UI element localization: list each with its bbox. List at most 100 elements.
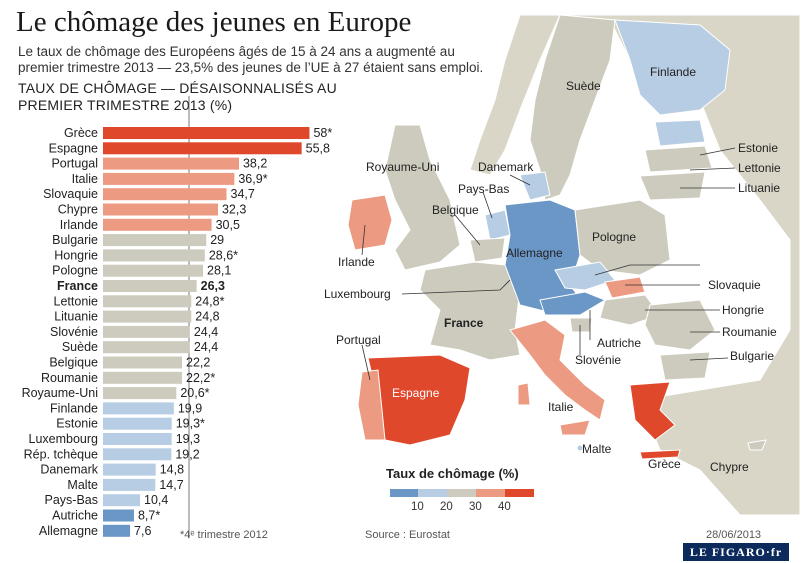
- bar-value-label: 22,2*: [186, 371, 215, 385]
- map-slovaquie: [604, 276, 646, 299]
- map-belgique: [469, 237, 506, 263]
- bar-category-label: Espagne: [49, 141, 98, 155]
- page-subtitle: Le taux de chômage des Européens âgés de…: [18, 44, 484, 75]
- bar-value-label: 19,2: [175, 447, 199, 461]
- label-pologne: Pologne: [592, 230, 636, 244]
- label-pays-bas: Pays-Bas: [458, 182, 509, 196]
- label-slovaquie: Slovaquie: [708, 278, 761, 292]
- bar-value-label: 24,8: [195, 310, 219, 324]
- map-bulgarie: [659, 351, 711, 381]
- map-lituanie: [639, 171, 706, 201]
- label-hongrie: Hongrie: [722, 303, 764, 317]
- footnote: *4ᵉ trimestre 2012: [180, 529, 268, 541]
- bar-category-label: Lituanie: [54, 310, 98, 324]
- legend-tick-20: 20: [440, 501, 453, 513]
- legend-swatch-lt10: [390, 489, 418, 497]
- bar: [103, 218, 212, 231]
- bar-value-label: 19,3: [176, 432, 200, 446]
- bar: [103, 325, 190, 338]
- publication-date: 28/06/2013: [706, 529, 762, 541]
- bar-value-label: 24,4: [194, 340, 218, 354]
- bar-category-label: Chypre: [58, 203, 98, 217]
- map-roumanie: [644, 299, 716, 351]
- bar-category-label: France: [57, 279, 98, 293]
- bar-category-label: Belgique: [49, 356, 98, 370]
- legend-tick-10: 10: [411, 501, 424, 513]
- bar-category-label: Royaume-Uni: [22, 386, 98, 400]
- label-france: France: [444, 316, 484, 330]
- bar-value-label: 34,7: [231, 187, 255, 201]
- bar-category-label: Estonie: [56, 417, 98, 431]
- map-portugal: [357, 369, 386, 441]
- map-france: [419, 261, 521, 361]
- legend-swatch-30-40: [476, 489, 505, 497]
- label-irlande: Irlande: [338, 255, 375, 269]
- brand-logo: LE FIGARO·fr: [683, 543, 789, 561]
- bar-value-label: 28,6*: [209, 248, 238, 262]
- bar-value-label: 28,1: [207, 264, 231, 278]
- bar: [103, 448, 172, 461]
- label-bulgarie: Bulgarie: [730, 349, 774, 363]
- bar: [103, 157, 239, 170]
- bar: [103, 188, 227, 201]
- bar-value-label: 14,8: [160, 463, 184, 477]
- label-finlande: Finlande: [650, 65, 696, 79]
- bar-value-label: 32,3: [222, 203, 246, 217]
- map-grece: [629, 381, 676, 441]
- bar-category-label: Malte: [67, 478, 98, 492]
- bar-category-label: Hongrie: [54, 248, 98, 262]
- bar: [103, 433, 172, 445]
- page-title: Le chômage des jeunes en Europe: [16, 6, 412, 38]
- bar-category-label: Slovaquie: [43, 187, 98, 201]
- bar-value-label: 36,9*: [238, 172, 267, 186]
- bar-category-label: Allemagne: [39, 524, 98, 538]
- label-lettonie: Lettonie: [738, 161, 781, 175]
- label-portugal: Portugal: [336, 333, 381, 347]
- bar-value-label: 14,7: [159, 478, 183, 492]
- source-note: Source : Eurostat: [365, 529, 450, 541]
- label-roumanie: Roumanie: [722, 325, 777, 339]
- bar-value-label: 24,8*: [195, 294, 224, 308]
- bar-value-label: 10,4: [144, 493, 168, 507]
- bar-category-label: Pologne: [52, 264, 98, 278]
- bar: [103, 310, 192, 323]
- bar-category-label: Irlande: [60, 218, 98, 232]
- bar-value-label: 19,9: [178, 401, 202, 415]
- label-lituanie: Lituanie: [738, 181, 780, 195]
- label-danemark: Danemark: [478, 160, 534, 174]
- label-autriche: Autriche: [597, 336, 641, 350]
- bar-value-label: 8,7*: [138, 509, 160, 523]
- legend-swatch-10-20: [418, 489, 447, 497]
- bar-category-label: Roumanie: [41, 371, 98, 385]
- bar-value-label: 38,2: [243, 157, 267, 171]
- map-slovenie: [569, 317, 593, 333]
- bar-value-label: 29: [210, 233, 224, 247]
- map-leader-lines: [361, 147, 736, 381]
- map-irlande: [347, 194, 393, 251]
- legend-swatch-gt40: [505, 489, 534, 497]
- bar-category-label: Finlande: [50, 401, 98, 415]
- map-autriche: [539, 291, 607, 316]
- bar-category-label: Danemark: [40, 463, 98, 477]
- map-royaume-uni: [384, 124, 461, 271]
- bar: [103, 387, 177, 400]
- label-belgique: Belgique: [432, 203, 479, 217]
- map-norway: [469, 14, 561, 176]
- label-royaume-uni: Royaume-Uni: [366, 160, 439, 174]
- map-sardaigne: [517, 382, 531, 406]
- bar: [103, 234, 207, 247]
- bar: [103, 203, 218, 216]
- bar-category-label: Italie: [72, 172, 98, 186]
- bar: [103, 478, 156, 491]
- bar-value-label: 58*: [313, 126, 332, 140]
- label-allemagne: Allemagne: [506, 246, 563, 260]
- bar: [103, 463, 156, 476]
- bar-chart: Grèce 58* Espagne 55,8 Portugal 38,2 Italie 36,…: [22, 96, 332, 539]
- bar: [103, 172, 235, 185]
- label-estonie: Estonie: [738, 141, 778, 155]
- bar-category-label: Pays-Bas: [45, 493, 99, 507]
- map-rep-tcheque: [554, 261, 616, 291]
- map-suede: [529, 14, 616, 201]
- bar-value-label: 26,3: [201, 279, 225, 293]
